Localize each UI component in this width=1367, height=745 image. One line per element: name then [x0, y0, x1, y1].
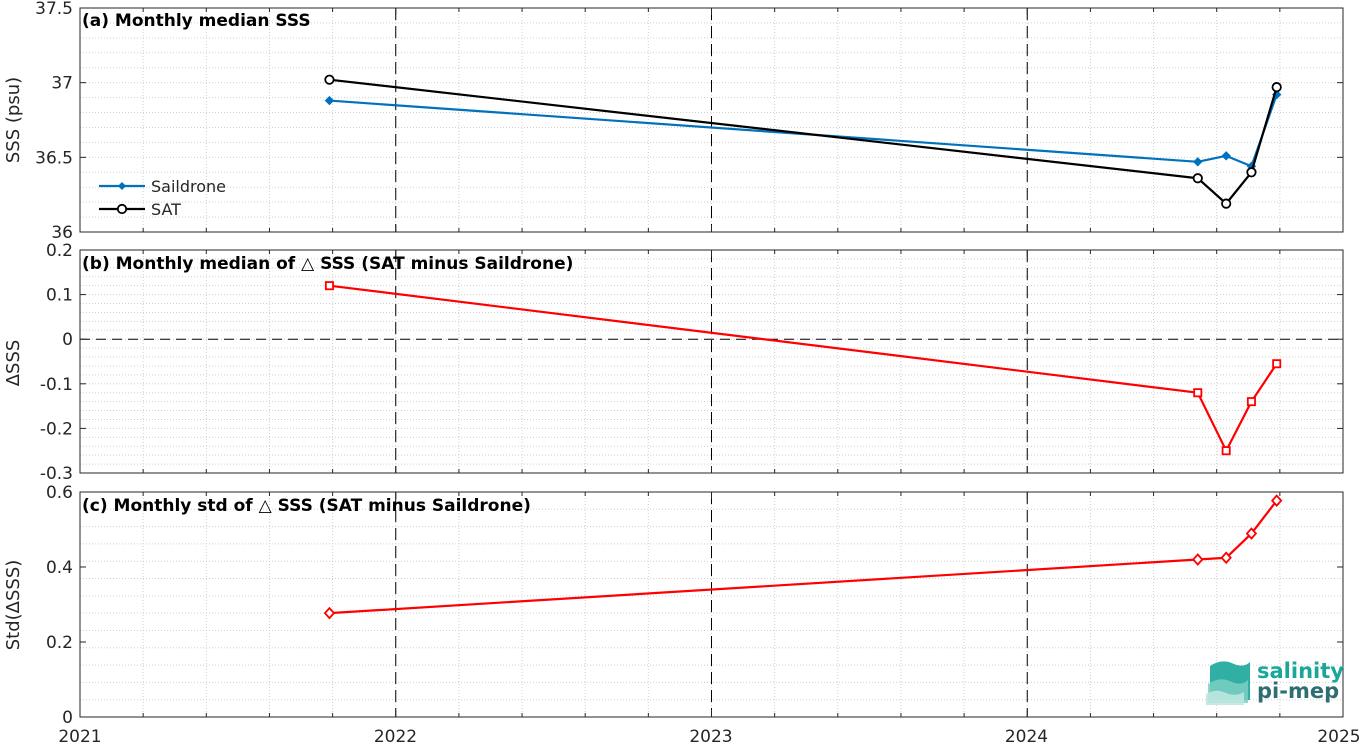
- data-point-marker: [1192, 553, 1204, 566]
- panel-b-y-ticks: -0.3 -0.2 -0.1 0 0.1 0.2: [40, 241, 1344, 484]
- panel-a-year-lines: [395, 8, 1028, 232]
- panel-b-ytick-label: -0.1: [40, 375, 73, 395]
- panel-b: -0.3 -0.2 -0.1 0 0.1 0.2 (b) Monthly med…: [3, 241, 1344, 484]
- data-point-marker: [323, 606, 336, 620]
- panel-c-frame: [79, 491, 1344, 718]
- panel-a-series: [324, 74, 1282, 209]
- panel-a-ytick-label: 36: [51, 223, 73, 243]
- panel-b-ytick-label: 0.2: [46, 241, 73, 261]
- legend-sat-label: SAT: [151, 200, 181, 219]
- panel-a-title: (a) Monthly median SSS: [82, 11, 311, 31]
- data-point-marker: [1220, 551, 1232, 565]
- series-line: [329, 94, 1278, 168]
- panel-c-year-lines: [395, 492, 1028, 717]
- legend-saildrone-label: Saildrone: [151, 177, 226, 196]
- data-point-marker: [1192, 173, 1203, 184]
- panel-a-ytick-label: 36.5: [35, 148, 73, 168]
- panel-c-grid: [79, 491, 1344, 718]
- panel-c-ytick-label: 0.4: [46, 558, 73, 578]
- panel-c: 0 0.2 0.4 0.6 (c) Monthly std of △ SSS (…: [3, 483, 1344, 728]
- panel-b-ytick-label: 0: [62, 330, 73, 350]
- series-line: [329, 78, 1278, 205]
- data-point-marker: [1221, 151, 1231, 161]
- panel-a-ytick-label: 37: [51, 74, 73, 94]
- xtick-label: 2022: [374, 727, 417, 745]
- panel-c-ytick-label: 0.6: [46, 483, 73, 503]
- panel-a-frame: [79, 7, 1344, 233]
- data-point-marker: [1221, 198, 1232, 209]
- data-point-marker: [1193, 157, 1203, 167]
- data-point-marker: [1193, 388, 1203, 398]
- panel-b-ytick-label: -0.2: [40, 419, 73, 439]
- legend-sat-marker: [116, 203, 128, 215]
- data-point-marker: [324, 281, 334, 291]
- salinity-pi-mep-logo: salinity pi-mep: [1206, 659, 1344, 705]
- data-point-marker: [324, 95, 335, 106]
- panel-b-ylabel: ΔSSS: [3, 340, 24, 387]
- x-axis-tick-labels: 2021 2022 2023 2024 2025: [58, 727, 1360, 745]
- data-point-marker: [1221, 446, 1231, 456]
- panel-a-ylabel: SSS (psu): [3, 77, 24, 163]
- data-point-marker: [1271, 82, 1282, 93]
- panel-c-y-ticks: 0 0.2 0.4 0.6: [46, 483, 1344, 728]
- salinity-waves-icon: [1206, 661, 1250, 705]
- legend-saildrone-marker: [118, 182, 126, 190]
- panel-a-y-ticks: 36 36.5 37 37.5: [35, 0, 1344, 243]
- series-line: [329, 284, 1278, 452]
- panel-b-ytick-label: 0.1: [46, 286, 73, 306]
- data-point-marker: [1270, 494, 1283, 507]
- panel-b-year-lines: [395, 250, 1028, 473]
- panel-c-ytick-label: 0: [62, 708, 73, 728]
- logo-text-pimep: pi-mep: [1257, 679, 1339, 703]
- panel-b-ytick-label: -0.3: [40, 464, 73, 484]
- xtick-label: 2025: [1317, 727, 1360, 745]
- panel-a: 36 36.5 37 37.5 (a) Monthly median SSS S…: [3, 0, 1344, 243]
- xtick-label: 2024: [1005, 727, 1048, 745]
- data-point-marker: [1246, 397, 1256, 407]
- panel-b-title: (b) Monthly median of △ SSS (SAT minus S…: [82, 254, 573, 274]
- data-point-marker: [1246, 167, 1257, 178]
- data-point-marker: [1245, 527, 1258, 540]
- xtick-label: 2023: [689, 727, 732, 745]
- xtick-label: 2021: [58, 727, 101, 745]
- panel-a-ytick-label: 37.5: [35, 0, 73, 19]
- panel-b-series: [324, 281, 1282, 456]
- panel-c-series: [323, 494, 1283, 620]
- panel-c-title: (c) Monthly std of △ SSS (SAT minus Sail…: [82, 496, 531, 516]
- data-point-marker: [324, 74, 335, 85]
- data-point-marker: [1272, 359, 1282, 369]
- logo-text-salinity: salinity: [1257, 659, 1344, 683]
- panel-c-ytick-label: 0.2: [46, 633, 73, 653]
- panel-c-ylabel: Std(ΔSSS): [3, 560, 24, 651]
- panel-a-legend: Saildrone SAT: [99, 177, 226, 219]
- panel-b-frame: [79, 249, 1344, 474]
